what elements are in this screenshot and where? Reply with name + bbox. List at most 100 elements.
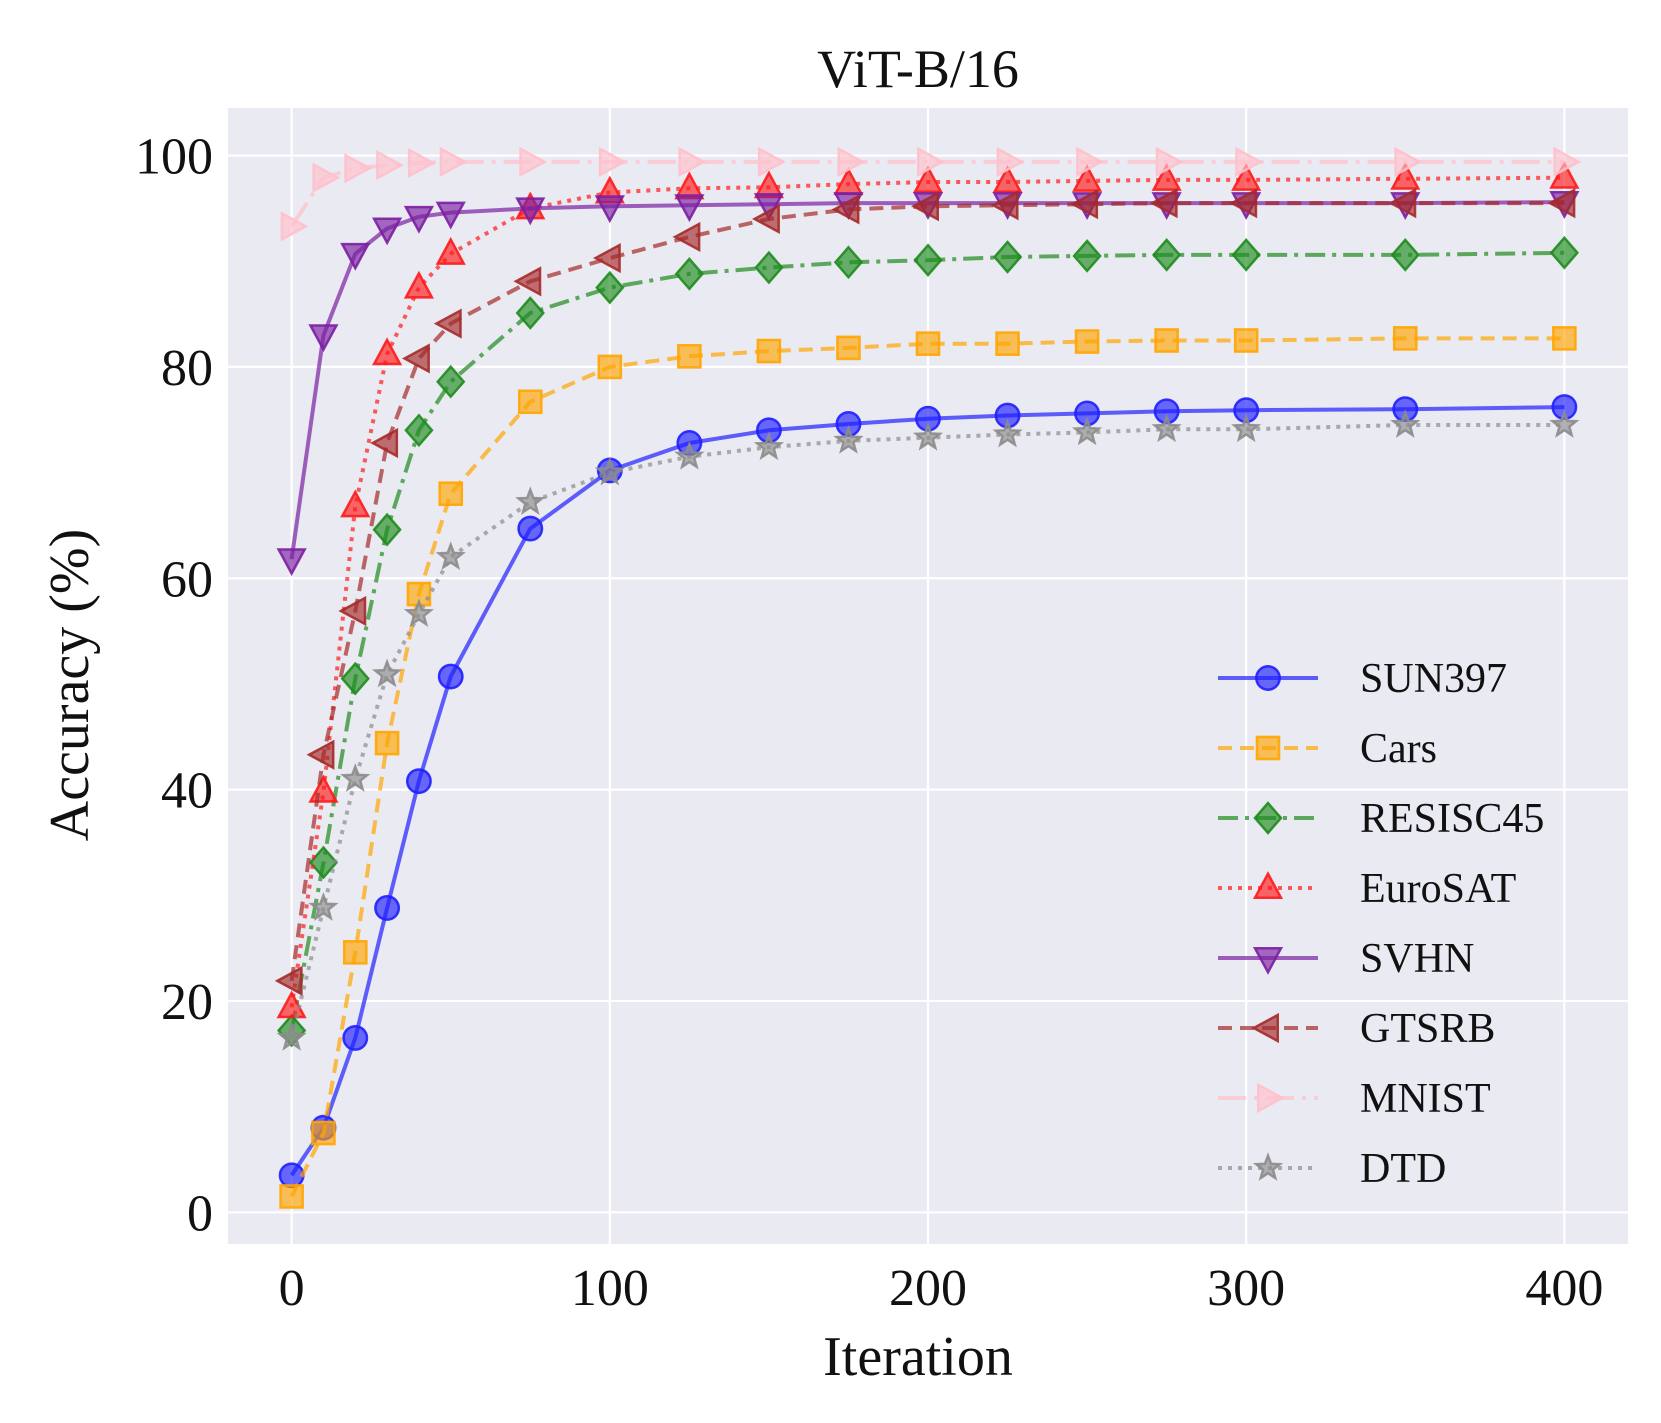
data-point	[831, 194, 860, 225]
x-tick-label: 200	[889, 1260, 967, 1317]
data-point	[1071, 416, 1103, 446]
data-point	[340, 242, 371, 271]
data-point	[515, 486, 546, 516]
data-point	[1149, 188, 1178, 219]
legend-label: Cars	[1360, 726, 1437, 772]
data-point	[598, 146, 627, 177]
data-point	[308, 892, 339, 921]
data-point	[404, 413, 434, 448]
legend-label: MNIST	[1360, 1076, 1491, 1122]
data-point	[340, 661, 370, 696]
data-point	[595, 270, 625, 305]
data-point	[1151, 238, 1182, 272]
data-point	[376, 149, 405, 181]
x-tick-label: 100	[571, 1260, 649, 1317]
data-point	[672, 221, 701, 253]
data-point	[1553, 146, 1582, 177]
series-line	[289, 201, 1565, 982]
data-point	[592, 242, 621, 274]
data-point	[338, 595, 367, 627]
data-point	[435, 541, 466, 570]
data-point	[515, 296, 545, 330]
data-point	[674, 440, 705, 470]
legend-label: DTD	[1360, 1146, 1446, 1192]
data-point	[439, 146, 468, 177]
legend-item: SUN397	[1218, 656, 1507, 702]
data-point	[342, 940, 368, 965]
legend-item: EuroSAT	[1218, 866, 1516, 912]
data-point	[371, 217, 403, 246]
legend-label: GTSRB	[1360, 1006, 1495, 1052]
data-point	[992, 165, 1023, 193]
data-point	[1390, 409, 1421, 438]
series-dtd	[276, 409, 1580, 1051]
data-point	[403, 270, 435, 299]
data-point	[992, 240, 1023, 274]
data-point	[757, 146, 786, 177]
data-point	[340, 763, 371, 792]
data-point	[674, 257, 705, 291]
legend-label: SVHN	[1360, 936, 1474, 982]
data-point	[311, 1120, 336, 1146]
legend-label: SUN397	[1360, 656, 1507, 702]
data-point	[913, 243, 943, 278]
legend-item: MNIST	[1218, 1076, 1491, 1122]
y-tick-label: 0	[187, 1185, 213, 1242]
data-point	[403, 598, 435, 628]
data-point	[371, 337, 403, 366]
data-point	[278, 1162, 305, 1189]
legend-item: DTD	[1218, 1146, 1446, 1192]
data-point	[435, 201, 466, 230]
data-point	[1552, 326, 1577, 351]
data-point	[996, 146, 1025, 177]
data-point	[517, 515, 544, 542]
data-point	[1154, 328, 1179, 353]
series-cars	[279, 326, 1577, 1209]
data-point	[371, 658, 403, 688]
legend-marker	[1251, 1012, 1279, 1044]
data-point	[751, 203, 780, 235]
data-point	[911, 191, 939, 222]
data-point	[1235, 146, 1264, 177]
data-point	[306, 739, 335, 770]
data-point	[594, 195, 625, 224]
data-point	[1233, 328, 1259, 353]
x-axis-label: Iteration	[823, 1326, 1013, 1388]
data-point	[279, 1184, 304, 1209]
data-point	[1392, 326, 1418, 351]
data-point	[1076, 146, 1105, 177]
data-point	[995, 331, 1020, 356]
data-point	[1394, 146, 1423, 177]
legend-item: SVHN	[1218, 936, 1474, 982]
data-point	[1072, 239, 1102, 273]
series-line	[289, 250, 1565, 1031]
data-point	[992, 418, 1023, 448]
chart-title: ViT-B/16	[817, 39, 1019, 99]
data-point	[407, 147, 436, 179]
data-point	[276, 1022, 307, 1051]
y-tick-label: 60	[161, 551, 213, 608]
data-point	[1151, 162, 1182, 191]
data-point	[403, 205, 435, 234]
data-point	[312, 162, 341, 193]
data-point	[405, 768, 432, 795]
y-tick-label: 80	[161, 340, 213, 397]
series-resisc45	[276, 235, 1580, 1048]
data-point	[515, 197, 546, 226]
data-point	[1071, 163, 1103, 192]
data-point	[344, 153, 373, 184]
data-point	[912, 165, 944, 193]
data-point	[1388, 188, 1417, 219]
legend-marker	[1252, 1152, 1284, 1181]
data-point	[912, 421, 944, 451]
x-tick-label: 400	[1525, 1260, 1603, 1317]
series-layer	[274, 146, 1582, 1209]
data-point	[756, 338, 782, 364]
data-point	[1390, 238, 1420, 272]
data-point	[342, 1024, 369, 1051]
series-mnist	[280, 146, 1582, 242]
data-point	[372, 512, 402, 547]
legend-item: GTSRB	[1218, 1006, 1495, 1052]
data-point	[280, 211, 309, 242]
